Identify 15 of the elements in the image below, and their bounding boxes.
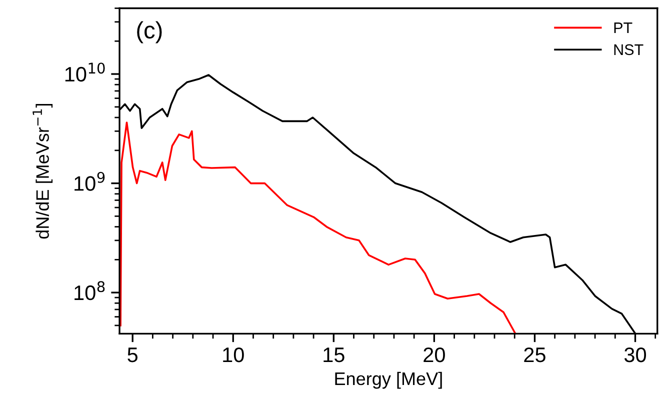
x-tick-label: 10 [223,347,244,362]
annotation: (c) [137,21,162,44]
y-tick-label: 10$^{9}$ [74,172,105,191]
y-tick-label: 10$^{10}$ [65,62,105,82]
y-axis-title: dN/dE [MeVsr$^{−1}$] [32,104,53,239]
x-axis-title: Energy [MeV] [335,372,442,389]
x-tick-label: 15 [324,348,344,362]
x-tick-label: 5 [128,348,138,362]
line-series [120,122,516,334]
y-tick-label: 10$^{8}$ [74,281,105,300]
legend-label: NST [614,44,644,56]
x-tick-label: 20 [424,347,445,362]
x-tick-label: 30 [624,347,646,362]
legend-label: PT [614,22,632,34]
x-tick-label: 25 [524,347,546,362]
